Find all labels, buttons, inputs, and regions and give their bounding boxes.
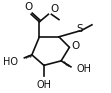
Text: OH: OH bbox=[76, 64, 91, 74]
Text: HO: HO bbox=[3, 57, 18, 67]
Text: O: O bbox=[72, 41, 80, 51]
Text: OH: OH bbox=[36, 80, 51, 90]
Text: S: S bbox=[76, 24, 83, 34]
Text: O: O bbox=[50, 4, 58, 14]
Text: O: O bbox=[25, 2, 33, 12]
